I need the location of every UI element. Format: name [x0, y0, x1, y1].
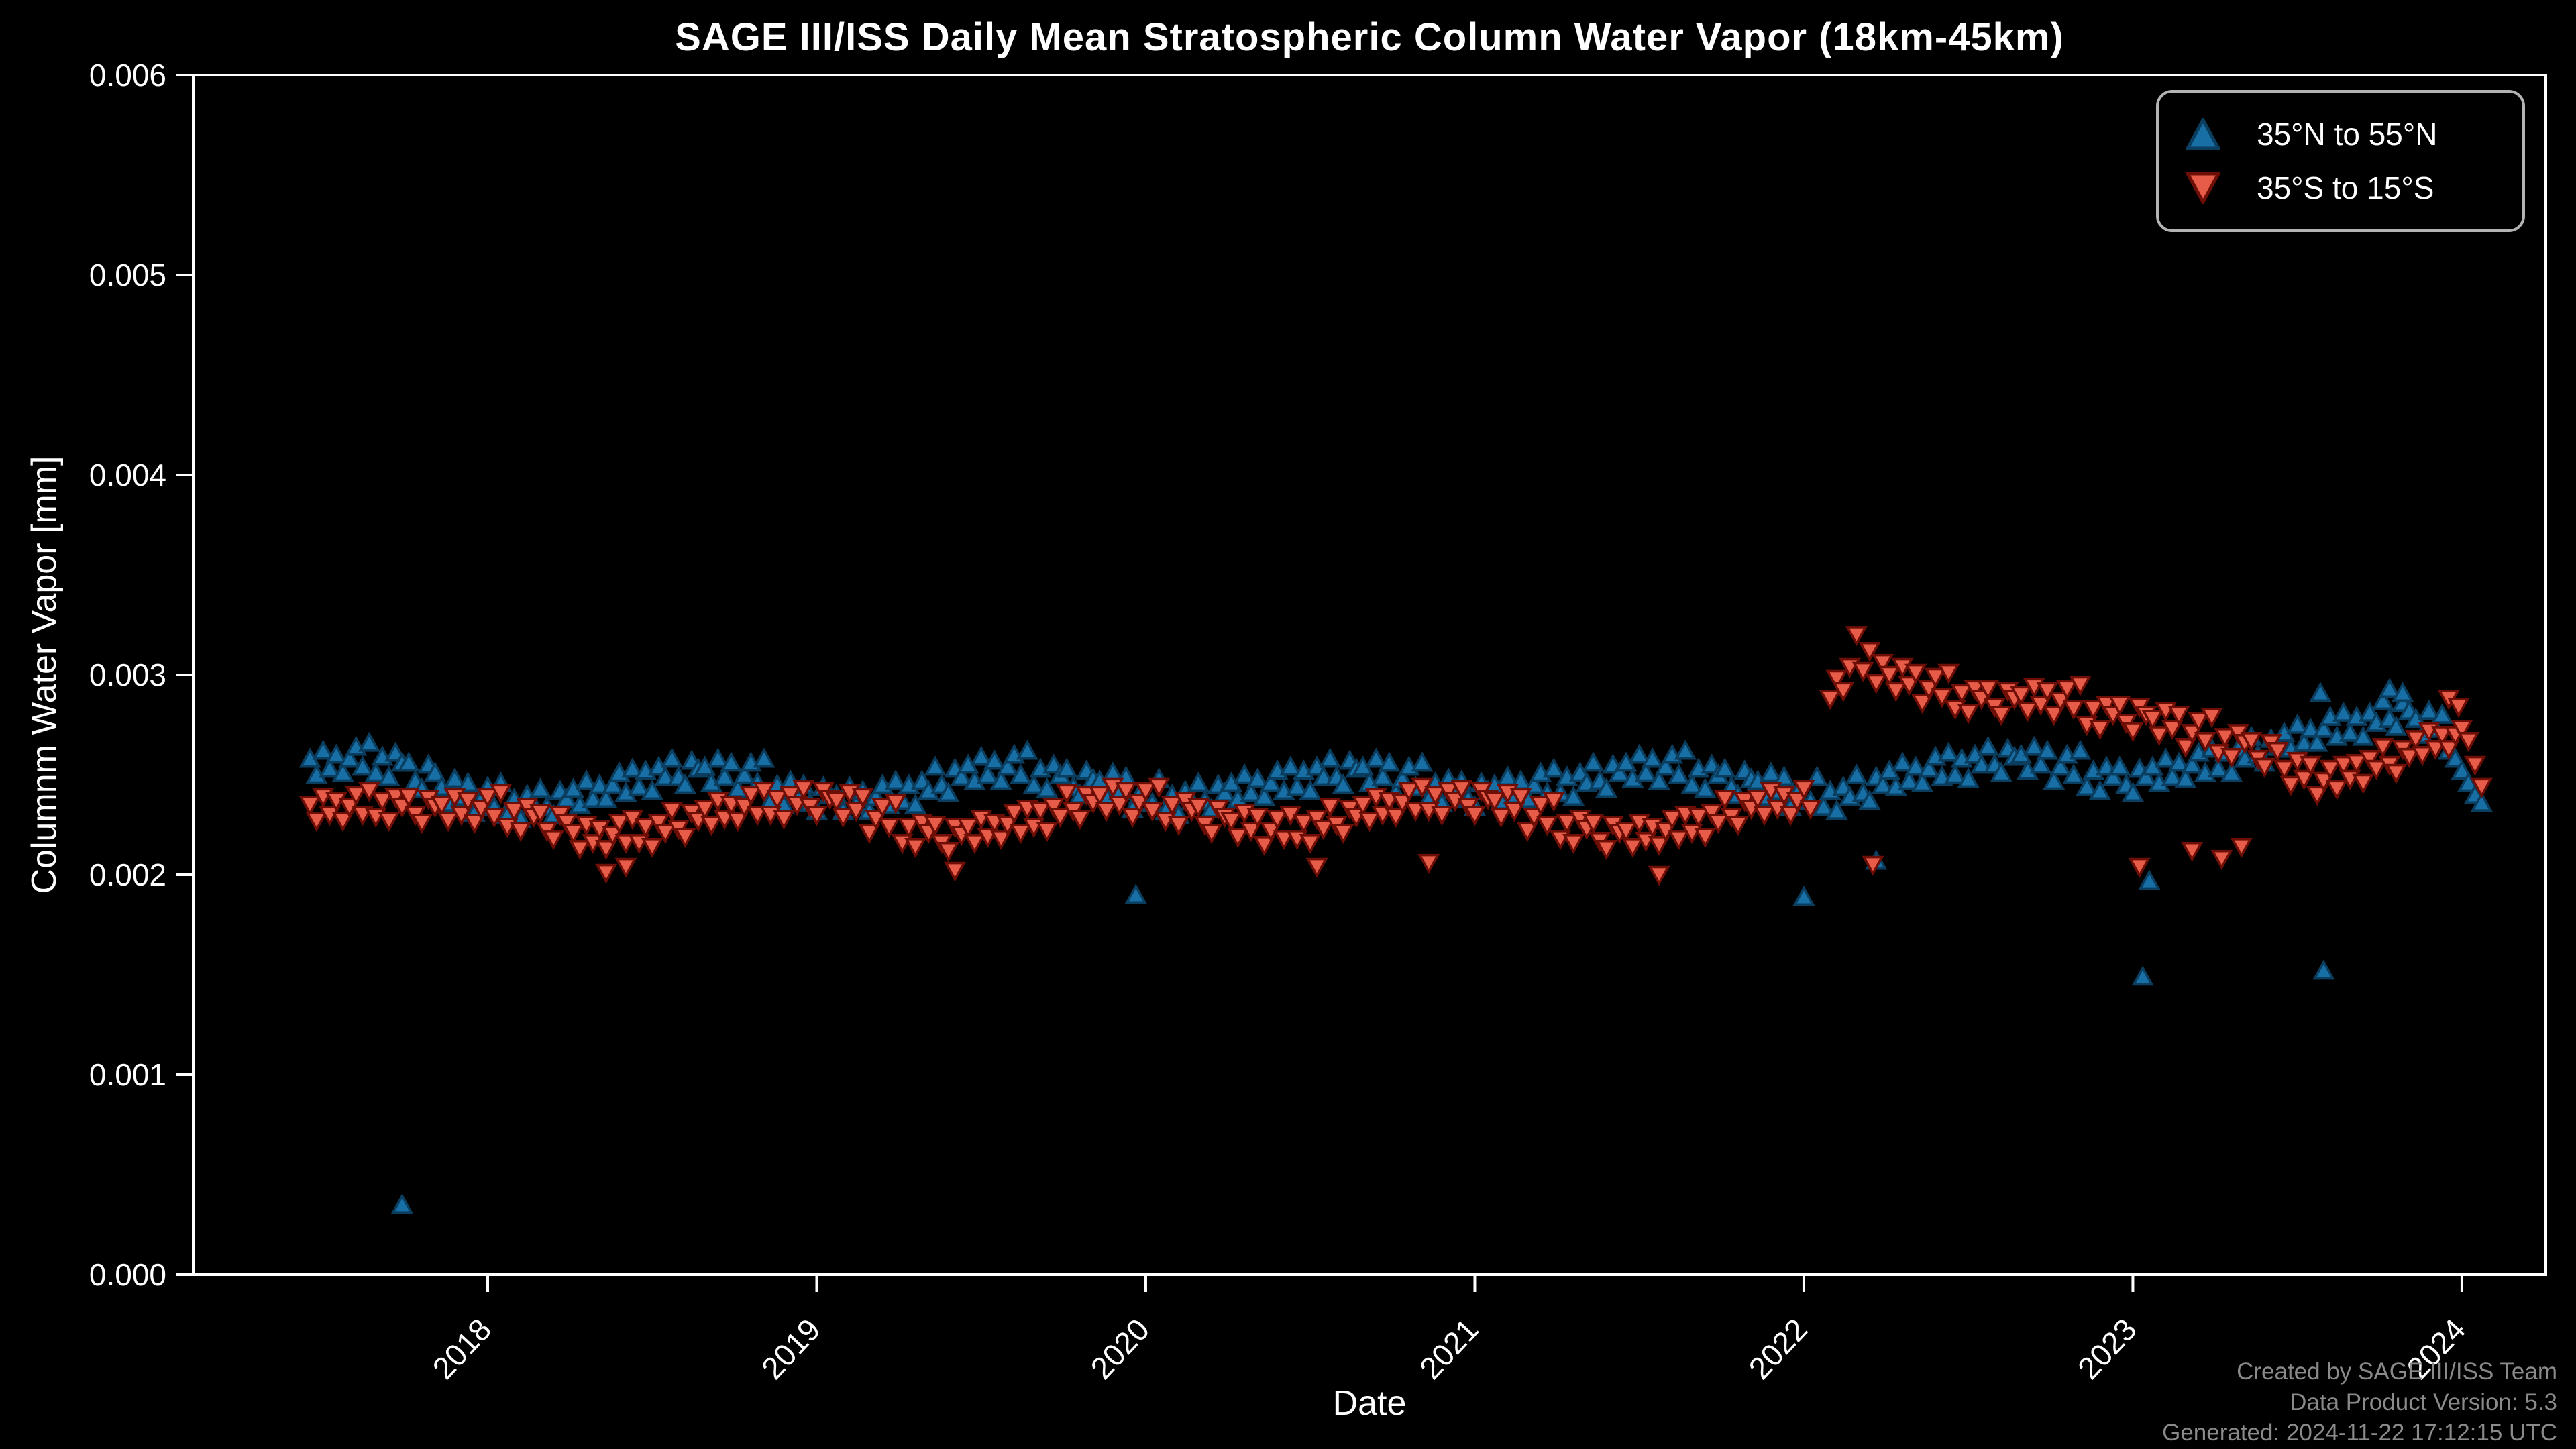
x-tick-label: 2022 — [1741, 1311, 1814, 1385]
up-triangle-icon — [2186, 117, 2220, 150]
series-south-points — [299, 626, 2493, 886]
x-tick-label: 2021 — [1413, 1311, 1485, 1385]
y-tick-label: 0.006 — [89, 58, 166, 93]
x-axis-label: Date — [1332, 1384, 1407, 1423]
x-tick-label: 2020 — [1083, 1311, 1156, 1385]
x-tick-label: 2019 — [755, 1311, 827, 1385]
y-tick-label: 0.000 — [89, 1257, 166, 1292]
plot-border — [192, 74, 2547, 1276]
chart-title: SAGE III/ISS Daily Mean Stratospheric Co… — [675, 15, 2064, 59]
y-tick-label: 0.004 — [89, 458, 166, 492]
y-tick-label: 0.003 — [89, 657, 166, 692]
legend: 35°N to 55°N 35°S to 15°S — [2156, 90, 2525, 232]
x-tick-label: 2023 — [2071, 1311, 2143, 1385]
x-tick-label: 2018 — [425, 1311, 498, 1385]
credit-line-team: Created by SAGE III/ISS Team — [2237, 1358, 2557, 1385]
credits: Created by SAGE III/ISS Team Data Produc… — [2162, 1356, 2557, 1448]
legend-item-south: 35°S to 15°S — [2186, 170, 2505, 206]
y-tick-label: 0.002 — [89, 857, 166, 892]
y-tick-label: 0.001 — [89, 1057, 166, 1092]
y-axis-label: Columnm Water Vapor [mm] — [25, 455, 64, 894]
credit-line-version: Data Product Version: 5.3 — [2290, 1389, 2557, 1415]
legend-label-north: 35°N to 55°N — [2257, 116, 2438, 152]
y-tick-label: 0.005 — [89, 258, 166, 292]
legend-label-south: 35°S to 15°S — [2257, 170, 2434, 206]
legend-item-north: 35°N to 55°N — [2186, 116, 2505, 152]
down-triangle-icon — [2186, 172, 2220, 205]
credit-line-generated: Generated: 2024-11-22 17:12:15 UTC — [2162, 1419, 2557, 1446]
series-north-points — [299, 678, 2493, 1214]
y-axis-ticks: 0.000 0.001 0.002 0.003 0.004 0.005 0.006 — [89, 58, 193, 1292]
